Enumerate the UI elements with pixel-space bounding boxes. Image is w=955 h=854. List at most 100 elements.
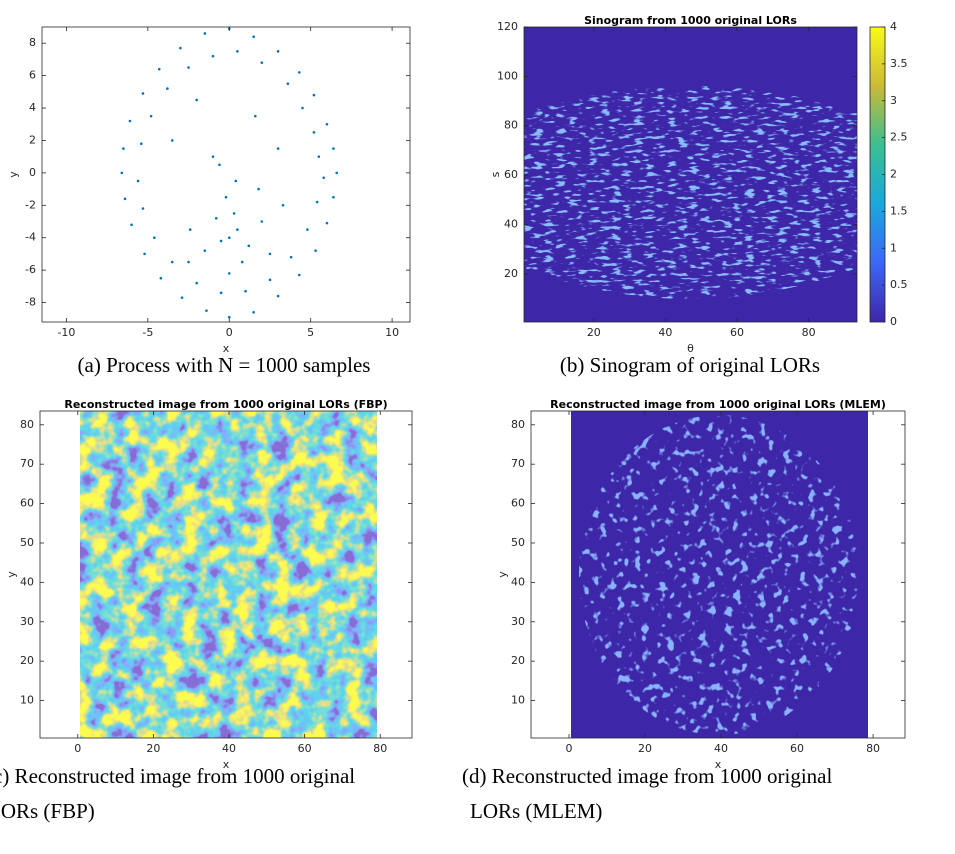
- x-tick-label: 40: [714, 742, 728, 755]
- x-tick-label: -10: [57, 326, 75, 339]
- x-tick-label: -5: [142, 326, 153, 339]
- point: [276, 294, 280, 298]
- x-tick-label: 60: [790, 742, 804, 755]
- colorbar-tick-label: 0: [890, 315, 897, 328]
- colorbar-tick-label: 1.5: [890, 204, 908, 217]
- axes-frame: [523, 26, 858, 323]
- point: [240, 260, 244, 264]
- point: [297, 273, 301, 277]
- point: [140, 142, 143, 146]
- point: [306, 228, 309, 231]
- point: [257, 187, 260, 191]
- y-tick-label: 60: [20, 497, 34, 510]
- y-tick-label: 8: [29, 36, 36, 49]
- point: [227, 272, 231, 275]
- x-tick-label: 60: [730, 326, 744, 339]
- point: [227, 315, 231, 319]
- x-axis-label: θ: [687, 342, 694, 355]
- point: [236, 50, 239, 53]
- y-tick-label: 2: [29, 133, 36, 146]
- point: [315, 200, 319, 204]
- y-tick-label: 40: [20, 575, 34, 588]
- y-tick-label: -6: [25, 263, 36, 276]
- caption: LORs (FBP): [0, 799, 95, 823]
- point: [332, 195, 335, 199]
- x-axis-label: x: [715, 758, 722, 771]
- x-tick-label: 40: [658, 326, 672, 339]
- point: [335, 171, 339, 175]
- colorbar-tick-label: 2.5: [890, 131, 908, 144]
- point: [187, 260, 190, 264]
- heatmap-texture: [524, 86, 857, 299]
- point: [219, 291, 223, 295]
- x-tick-label: 20: [638, 742, 652, 755]
- point: [120, 171, 124, 175]
- point: [141, 92, 145, 95]
- point: [260, 61, 264, 64]
- point: [268, 252, 272, 256]
- x-tick-label: 40: [222, 742, 236, 755]
- point: [276, 50, 280, 53]
- y-tick-label: 80: [511, 418, 525, 431]
- point: [227, 236, 231, 240]
- y-tick-label: 100: [497, 69, 518, 82]
- point: [254, 114, 257, 118]
- y-tick-label: 80: [504, 119, 518, 132]
- y-tick-label: 30: [20, 615, 34, 628]
- point: [211, 54, 215, 58]
- point: [252, 35, 255, 39]
- point: [141, 207, 145, 210]
- point: [317, 155, 321, 158]
- x-tick-label: 80: [373, 742, 387, 755]
- point: [314, 249, 317, 252]
- y-tick-label: -4: [25, 231, 36, 244]
- y-tick-label: 40: [504, 217, 518, 230]
- point: [325, 221, 329, 225]
- point: [179, 46, 182, 50]
- caption: (d) Reconstructed image from 1000 origin…: [462, 764, 832, 788]
- chart-title: Reconstructed image from 1000 original L…: [550, 398, 886, 411]
- y-tick-label: 20: [504, 267, 518, 280]
- image-texture: [579, 415, 859, 735]
- point: [260, 220, 264, 223]
- x-tick-label: 60: [298, 742, 312, 755]
- point: [268, 278, 272, 282]
- point: [297, 71, 301, 74]
- axes-frame: [530, 410, 906, 739]
- y-tick-label: 10: [20, 694, 34, 707]
- y-tick-label: 20: [511, 654, 525, 667]
- point: [123, 197, 127, 201]
- y-tick-label: 70: [511, 457, 525, 470]
- colorbar-tick-label: 3.5: [890, 57, 908, 70]
- point: [252, 310, 255, 314]
- point: [234, 179, 238, 183]
- y-tick-label: 80: [20, 418, 34, 431]
- caption: LORs (MLEM): [470, 799, 602, 823]
- x-axis-label: x: [223, 342, 230, 355]
- x-tick-label: 0: [74, 742, 81, 755]
- point: [128, 119, 132, 123]
- point: [170, 139, 174, 142]
- y-tick-label: 20: [20, 654, 34, 667]
- point: [244, 289, 247, 293]
- point: [312, 131, 316, 134]
- chart-title: Reconstructed image from 1000 original L…: [64, 398, 387, 411]
- colorbar-tick-label: 4: [890, 20, 897, 33]
- y-axis-label: y: [7, 171, 20, 178]
- point: [322, 176, 325, 180]
- colorbar-tick-label: 0.5: [890, 278, 908, 291]
- point: [143, 252, 146, 256]
- point: [130, 223, 133, 227]
- y-tick-label: 120: [497, 20, 518, 33]
- point: [203, 32, 207, 35]
- point: [224, 195, 228, 199]
- point: [195, 98, 198, 102]
- caption: (b) Sinogram of original LORs: [560, 353, 820, 377]
- y-tick-label: 50: [511, 536, 525, 549]
- point: [332, 147, 335, 150]
- x-tick-label: 80: [802, 326, 816, 339]
- point: [170, 260, 174, 264]
- axes-frame: [39, 410, 413, 739]
- x-tick-label: 20: [146, 742, 160, 755]
